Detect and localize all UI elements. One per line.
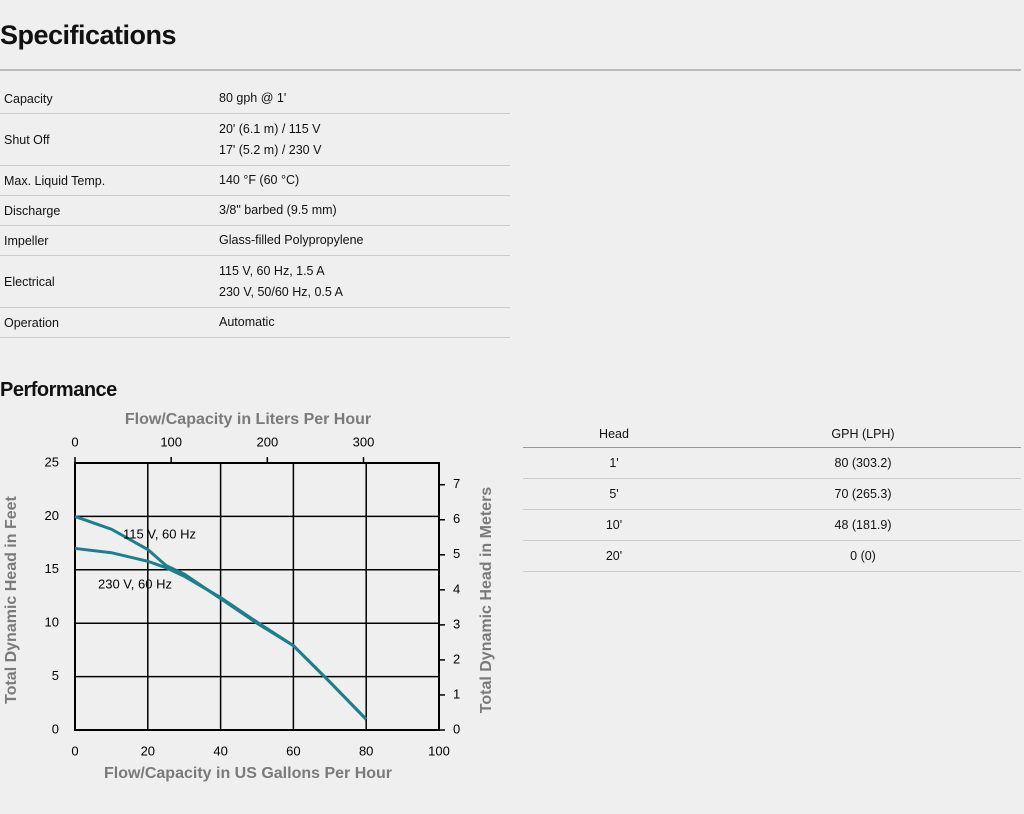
spec-value-line: 80 gph @ 1'	[219, 91, 287, 105]
spec-value-line: 20' (6.1 m) / 115 V	[219, 121, 321, 136]
spec-label: Capacity	[4, 91, 53, 106]
y-tick-label: 0	[52, 721, 59, 736]
table-cell: 10'	[605, 518, 623, 532]
spec-label: Electrical	[4, 274, 55, 289]
spec-value-line: 140 °F (60 °C)	[219, 173, 300, 187]
y-axis-title: Total Dynamic Head in Feet	[3, 495, 20, 703]
spec-value-line: Automatic	[219, 315, 275, 329]
x2-tick-label: 0	[71, 434, 78, 449]
spec-value-line: 230 V, 50/60 Hz, 0.5 A	[219, 284, 343, 299]
spec-label: Shut Off	[4, 132, 50, 147]
table-cell: 0 (0)	[850, 549, 876, 563]
spec-value: 115 V, 60 Hz, 1.5 A 230 V, 50/60 Hz, 0.5 …	[219, 261, 343, 303]
table-row: 5' 70 (265.3)	[523, 479, 1021, 510]
x2-axis-title: Flow/Capacity in Liters Per Hour	[125, 411, 371, 428]
y2-tick-label: 3	[453, 616, 460, 631]
spec-row: Impeller Glass-filled Polypropylene	[0, 226, 510, 256]
y-tick-label: 15	[45, 561, 59, 576]
table-header: Head GPH (LPH)	[523, 420, 1021, 448]
spec-value: Automatic	[219, 312, 275, 333]
spec-row: Discharge 3/8" barbed (9.5 mm)	[0, 196, 510, 226]
x2-tick-label: 300	[353, 434, 375, 449]
spec-value-line: 115 V, 60 Hz, 1.5 A	[219, 263, 325, 278]
spec-label: Impeller	[4, 233, 49, 248]
x-tick-label: 20	[141, 743, 155, 758]
spec-value-line: 17' (5.2 m) / 230 V	[219, 142, 322, 157]
spec-label: Discharge	[4, 203, 61, 218]
y2-axis-title: Total Dynamic Head in Meters	[478, 487, 495, 714]
table-cell: 1'	[609, 456, 619, 470]
spec-row: Shut Off 20' (6.1 m) / 115 V 17' (5.2 m) /…	[0, 114, 510, 166]
y2-tick-label: 0	[453, 721, 460, 736]
x-tick-label: 40	[213, 743, 227, 758]
x-tick-label: 80	[359, 743, 373, 758]
spec-label: Max. Liquid Temp.	[4, 173, 106, 188]
spec-value: 20' (6.1 m) / 115 V 17' (5.2 m) / 230 V	[219, 119, 321, 161]
y2-tick-label: 5	[453, 546, 460, 561]
table-row: 1' 80 (303.2)	[523, 448, 1021, 479]
table-row: 10' 48 (181.9)	[523, 510, 1021, 541]
spec-value: 80 gph @ 1'	[219, 88, 286, 109]
y2-tick-label: 2	[453, 651, 460, 666]
series-label: 230 V, 60 Hz	[98, 576, 172, 591]
y-tick-label: 10	[45, 615, 59, 630]
spec-row: Electrical 115 V, 60 Hz, 1.5 A 230 V, 50/6…	[0, 256, 510, 308]
x-tick-label: 60	[286, 743, 300, 758]
table-cell: 70 (265.3)	[834, 487, 892, 501]
spec-row: Capacity 80 gph @ 1'	[0, 84, 510, 114]
spec-value-line: 3/8" barbed (9.5 mm)	[219, 203, 337, 217]
header-cell: GPH (LPH)	[831, 426, 895, 441]
spec-value: 140 °F (60 °C)	[219, 170, 299, 191]
divider	[0, 69, 1021, 71]
y2-tick-label: 4	[453, 581, 460, 596]
spec-label: Operation	[4, 315, 59, 330]
spec-value: Glass-filled Polypropylene	[219, 230, 364, 251]
y-tick-label: 20	[45, 508, 59, 523]
y-tick-label: 25	[45, 454, 59, 469]
table-row: 20' 0 (0)	[523, 541, 1021, 572]
x2-tick-label: 200	[256, 434, 278, 449]
spec-value-line: Glass-filled Polypropylene	[219, 233, 364, 247]
spec-row: Operation Automatic	[0, 308, 510, 338]
spec-value: 3/8" barbed (9.5 mm)	[219, 200, 337, 221]
y2-tick-label: 7	[453, 476, 460, 491]
x2-tick-label: 100	[160, 434, 182, 449]
table-cell: 48 (181.9)	[834, 518, 892, 532]
header-cell: Head	[599, 426, 629, 441]
x-axis-title: Flow/Capacity in US Gallons Per Hour	[104, 765, 392, 782]
table-cell: 5'	[609, 487, 619, 501]
plot-frame	[74, 462, 440, 731]
section-title: Performance	[0, 379, 117, 401]
y2-tick-label: 1	[453, 686, 460, 701]
x-tick-label: 100	[428, 743, 450, 758]
table-cell: 80 (303.2)	[834, 456, 892, 470]
x-tick-label: 0	[71, 743, 78, 758]
spec-row: Max. Liquid Temp. 140 °F (60 °C)	[0, 166, 510, 196]
table-cell: 20'	[605, 549, 623, 563]
section-title: Specifications	[0, 20, 177, 50]
series-line	[74, 546, 368, 721]
performance-table: Head GPH (LPH) 1' 80 (303.2) 5' 70 (265.3) 10'…	[523, 420, 1021, 572]
spec-table: Capacity 80 gph @ 1' Shut Off 20' (6.1 m) /…	[0, 84, 510, 338]
y2-tick-label: 6	[453, 511, 460, 526]
y-tick-label: 5	[52, 668, 59, 683]
series-label: 115 V, 60 Hz	[123, 526, 196, 541]
